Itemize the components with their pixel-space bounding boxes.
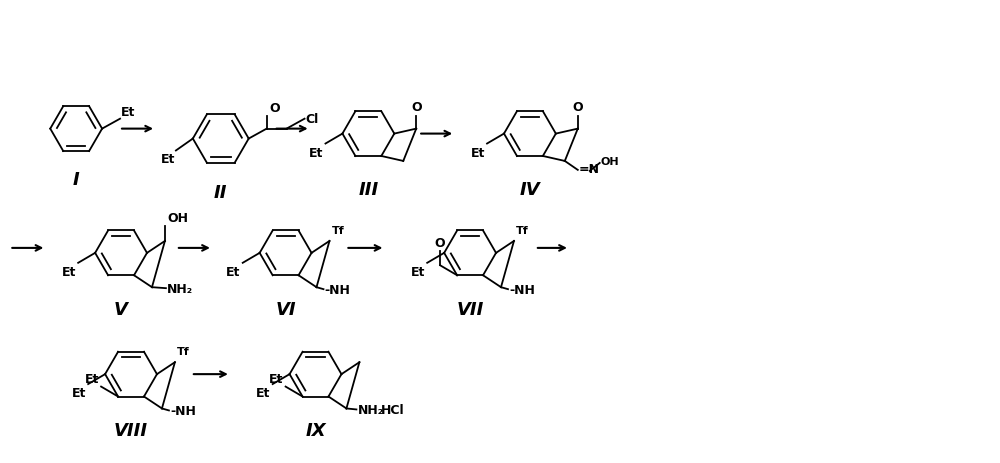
Text: OH: OH <box>601 156 619 167</box>
Text: VII: VII <box>456 300 484 318</box>
Text: O: O <box>411 100 422 113</box>
Text: II: II <box>214 184 228 202</box>
Text: =N: =N <box>579 163 600 176</box>
Text: Et: Et <box>411 265 425 278</box>
Text: V: V <box>114 300 128 318</box>
Text: Tf: Tf <box>177 346 190 357</box>
Text: Cl: Cl <box>306 113 319 126</box>
Text: IV: IV <box>520 181 540 199</box>
Text: Et: Et <box>471 146 485 159</box>
Text: Et: Et <box>256 386 271 399</box>
Text: I: I <box>73 171 80 189</box>
Text: Et: Et <box>85 372 99 385</box>
Text: VIII: VIII <box>114 421 148 439</box>
Text: Et: Et <box>309 146 323 159</box>
Text: Et: Et <box>161 153 175 166</box>
Text: HCl: HCl <box>381 403 405 416</box>
Text: OH: OH <box>167 212 188 225</box>
Text: NH₂: NH₂ <box>357 403 384 416</box>
Text: Et: Et <box>121 106 135 119</box>
Text: Tf: Tf <box>516 225 529 236</box>
Text: O: O <box>572 100 583 113</box>
Text: NH₂: NH₂ <box>167 282 193 295</box>
Text: -NH: -NH <box>170 404 196 417</box>
Text: Et: Et <box>269 372 284 385</box>
Text: -NH: -NH <box>509 283 535 296</box>
Text: O: O <box>270 101 280 114</box>
Text: -NH: -NH <box>324 283 350 296</box>
Text: Et: Et <box>62 265 76 278</box>
Text: O: O <box>435 237 445 250</box>
Text: Et: Et <box>72 386 86 399</box>
Text: VI: VI <box>275 300 296 318</box>
Text: Tf: Tf <box>331 225 344 236</box>
Text: IX: IX <box>305 421 326 439</box>
Text: Et: Et <box>226 265 241 278</box>
Text: III: III <box>358 181 378 199</box>
